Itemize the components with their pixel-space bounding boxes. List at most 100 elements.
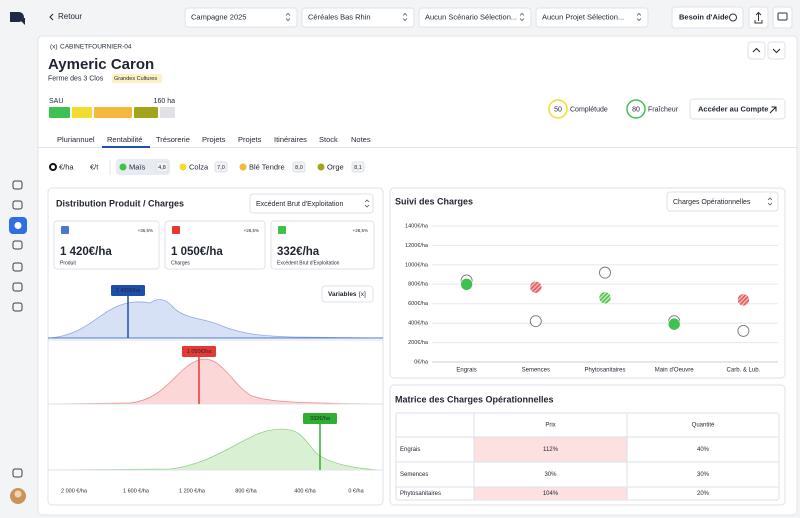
x-tick-label: Engrais — [456, 368, 476, 374]
help-button[interactable] — [671, 6, 744, 29]
tab[interactable]: Itinéraires — [274, 135, 307, 144]
crop-name: Orge — [327, 162, 344, 171]
sau-label: SAU — [49, 98, 63, 105]
crop-value-box — [292, 161, 306, 173]
score-label: Complétude — [570, 106, 608, 113]
tab[interactable]: Projets — [238, 135, 262, 144]
sau-segment — [72, 107, 92, 118]
crop-dot — [317, 163, 325, 171]
x-axis-label: 1 200 €/ha — [179, 488, 206, 494]
crop-chip[interactable] — [236, 159, 307, 175]
select[interactable] — [535, 7, 649, 28]
crop-name: Maïs — [129, 162, 146, 171]
crop-dot — [239, 163, 247, 171]
chevron-icon — [636, 12, 642, 22]
chevron-icon — [402, 12, 408, 22]
x-axis-label: 800 €/ha — [235, 488, 257, 494]
x-tick-label: Carb. & Lub. — [727, 368, 761, 374]
tab[interactable]: Pluriannuel — [57, 135, 95, 144]
highlight-cell — [474, 437, 627, 462]
value-dot — [460, 277, 473, 291]
chat-button[interactable] — [772, 6, 793, 29]
value-dot — [529, 280, 543, 294]
sidebar-icon[interactable] — [12, 180, 23, 190]
kpi-swatch — [278, 226, 286, 234]
row-label: Engrais — [400, 447, 420, 453]
kpi-card — [53, 220, 160, 270]
score-label: Fraîcheur — [648, 106, 679, 113]
crop-dot — [119, 163, 127, 171]
next-button[interactable] — [767, 41, 786, 60]
up-icon — [752, 47, 761, 53]
suivi-select[interactable] — [666, 191, 779, 212]
crop-value: 7,0 — [217, 165, 225, 171]
kpi-value: 1 050€/ha — [171, 246, 223, 258]
matrix-cell: 104% — [543, 491, 559, 497]
crop-value-box — [214, 161, 228, 173]
tab[interactable]: Projets — [202, 135, 226, 144]
tab[interactable]: Trésorerie — [156, 135, 190, 144]
x-axis-label: 2 000 €/ha — [61, 488, 88, 494]
sidebar-icon[interactable] — [12, 200, 23, 210]
chevron-icon — [519, 12, 525, 22]
crop-value: 8,0 — [295, 165, 303, 171]
crop-dot — [179, 163, 187, 171]
select[interactable] — [418, 7, 532, 28]
x-tick-label: Main d'Oeuvre — [655, 368, 694, 374]
sidebar-icon[interactable] — [12, 468, 23, 478]
select-text: Aucun Scénario Sélection... — [425, 12, 517, 21]
select[interactable] — [184, 7, 298, 28]
sau-segment — [134, 107, 158, 118]
sidebar-icon[interactable] — [12, 282, 23, 292]
sidebar-icon[interactable] — [12, 262, 23, 272]
tab-underline — [102, 146, 150, 148]
y-tick-label: 1400€/ha — [405, 223, 429, 229]
account-button[interactable] — [689, 98, 786, 120]
distribution-select[interactable] — [249, 193, 374, 214]
logo — [10, 12, 25, 25]
crop-name: Blé Tendre — [249, 162, 285, 171]
kpi-swatch — [61, 226, 69, 234]
kpi-change: +28,5% — [244, 228, 259, 233]
variables-text: Variables — [328, 291, 357, 298]
sidebar-icon[interactable] — [12, 240, 23, 250]
back-icon[interactable] — [49, 13, 54, 21]
account-button-text: Accéder au Compte — [698, 104, 768, 113]
x-tick-label: Phytosanitaires — [584, 368, 625, 374]
sau-segment — [160, 107, 175, 118]
x-axis-label: 400 €/ha — [294, 488, 316, 494]
x-axis-label: 0 €/ha — [348, 488, 364, 494]
kpi-value: 1 420€/ha — [60, 246, 112, 258]
tab[interactable]: Stock — [319, 135, 338, 144]
distribution-curve — [48, 428, 382, 471]
badge-text: Grandes Cultures — [114, 76, 157, 82]
score-value: 80 — [632, 106, 640, 113]
radio-selected[interactable] — [49, 163, 57, 171]
y-tick-label: 400€/ha — [408, 321, 429, 327]
value-dot — [598, 291, 612, 305]
sau-value: 160 ha — [154, 98, 176, 105]
sidebar-icon[interactable] — [12, 302, 23, 312]
chevron-icon — [767, 197, 773, 206]
chevron-icon — [364, 199, 370, 208]
row-label: Phytosanitaires — [400, 491, 441, 497]
unit-option[interactable]: €/t — [90, 162, 99, 171]
tab[interactable]: Notes — [351, 135, 371, 144]
matrix-cell: 40% — [697, 447, 710, 453]
kpi-card — [270, 220, 375, 270]
sau-segment — [49, 107, 70, 118]
prev-button[interactable] — [747, 41, 766, 60]
matrix-cell: 112% — [543, 447, 559, 453]
crop-name: Colza — [189, 162, 209, 171]
share-icon — [754, 11, 763, 24]
tab[interactable]: Rentabilité — [107, 135, 142, 144]
avatar-face — [14, 490, 22, 498]
select-text: Excédent Brut d'Exploitation — [256, 201, 343, 208]
variables-button[interactable] — [321, 285, 374, 303]
unit-option: €/ha — [59, 162, 74, 171]
back-link[interactable]: Retour — [58, 12, 82, 21]
sau-segment — [94, 107, 132, 118]
select[interactable] — [301, 7, 415, 28]
kpi-label: Produit — [60, 260, 76, 266]
y-tick-label: 800€/ha — [408, 282, 429, 288]
